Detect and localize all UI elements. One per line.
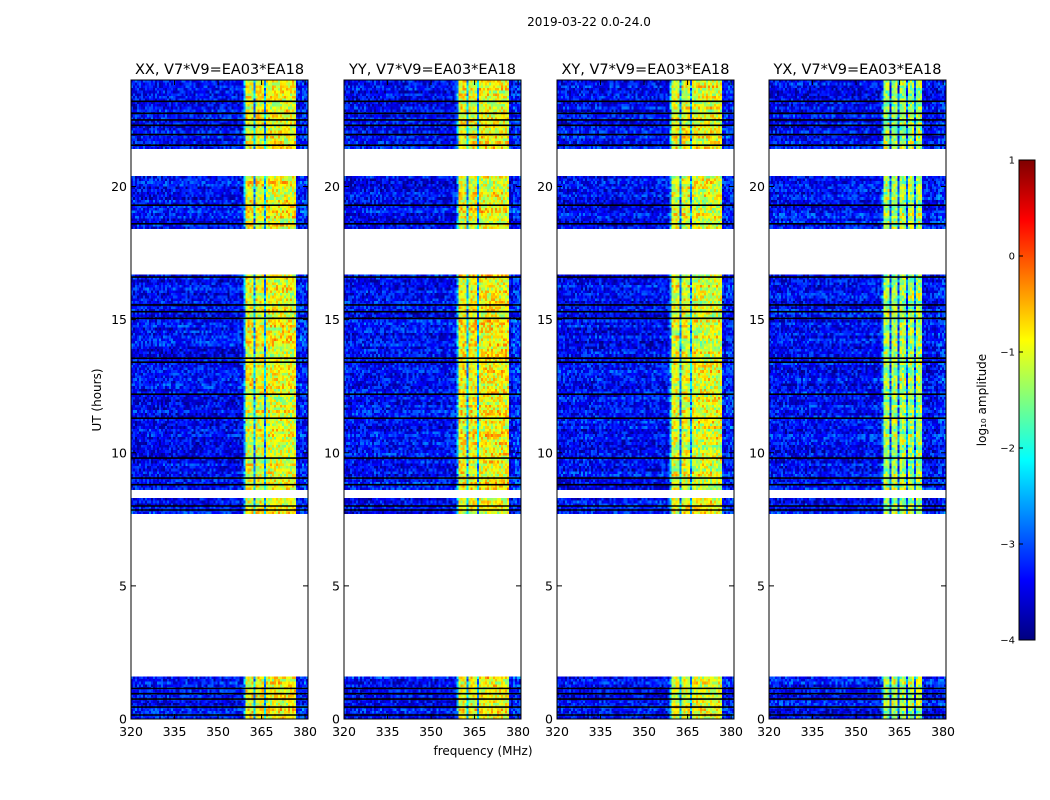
ytick-label-2-4: 20 <box>537 179 553 194</box>
panel-title-2: XY, V7*V9=EA03*EA18 <box>561 62 729 78</box>
ytick-label-0-1: 5 <box>119 578 127 593</box>
xtick-label-0-2: 350 <box>206 724 230 739</box>
ytick-label-0-3: 15 <box>111 312 127 327</box>
y-axis-label: UT (hours) <box>90 368 104 431</box>
panel-title-1: YY, V7*V9=EA03*EA18 <box>348 62 516 78</box>
ytick-label-0-4: 20 <box>111 179 127 194</box>
xtick-label-3-1: 335 <box>801 724 825 739</box>
ytick-label-3-2: 10 <box>749 445 765 460</box>
panel-frame-0 <box>130 79 309 720</box>
panel-title-3: YX, V7*V9=EA03*EA18 <box>772 62 941 78</box>
xtick-label-3-2: 350 <box>844 724 868 739</box>
xtick-label-1-0: 320 <box>332 724 356 739</box>
heatmap-image-1 <box>344 80 521 719</box>
ytick-label-1-2: 10 <box>324 445 340 460</box>
figure-suptitle: 2019-03-22 0.0-24.0 <box>527 15 651 29</box>
ytick-label-3-0: 0 <box>757 712 765 727</box>
heatmap-image-0 <box>131 80 308 719</box>
panels-group: XX, V7*V9=EA03*EA18 320 335 350 365 380 0 5 10 15… <box>111 62 955 739</box>
xtick-label-2-0: 320 <box>545 724 569 739</box>
x-axis-label: frequency (MHz) <box>433 744 532 758</box>
colorbar-label: log₁₀ amplitude <box>975 354 989 446</box>
panel-2: XY, V7*V9=EA03*EA18 320 335 350 365 380 0 5 10 15… <box>537 62 743 739</box>
colorbar-tick-label-0: 1 <box>1009 156 1015 167</box>
ytick-label-1-1: 5 <box>332 578 340 593</box>
xtick-label-1-3: 365 <box>463 724 487 739</box>
panel-0: XX, V7*V9=EA03*EA18 320 335 350 365 380 0 5 10 15… <box>111 62 317 739</box>
ytick-label-1-3: 15 <box>324 312 340 327</box>
xtick-label-2-1: 335 <box>589 724 613 739</box>
xtick-label-3-4: 380 <box>931 724 955 739</box>
heatmap-image-3 <box>769 80 946 719</box>
xtick-label-0-1: 335 <box>163 724 187 739</box>
panel-frame-1 <box>343 79 522 720</box>
panel-3: YX, V7*V9=EA03*EA18 320 335 350 365 380 0 5 10 15… <box>749 62 955 739</box>
xtick-label-1-1: 335 <box>376 724 400 739</box>
panel-frame-3 <box>768 79 947 720</box>
ytick-label-3-3: 15 <box>749 312 765 327</box>
xtick-label-1-4: 380 <box>506 724 530 739</box>
panel-1: YY, V7*V9=EA03*EA18 320 335 350 365 380 0 5 10 15… <box>324 62 530 739</box>
ytick-label-3-4: 20 <box>749 179 765 194</box>
colorbar: log₁₀ amplitude 1 0 −1 −2 −3 −4 <box>975 156 1036 647</box>
xtick-label-0-3: 365 <box>250 724 274 739</box>
ytick-label-2-3: 15 <box>537 312 553 327</box>
panel-title-0: XX, V7*V9=EA03*EA18 <box>135 62 304 78</box>
ytick-label-1-0: 0 <box>332 712 340 727</box>
ytick-label-2-1: 5 <box>545 578 553 593</box>
xtick-label-3-0: 320 <box>757 724 781 739</box>
colorbar-tick-label-3: −2 <box>1000 444 1015 455</box>
ytick-label-0-0: 0 <box>119 712 127 727</box>
xtick-label-0-4: 380 <box>293 724 317 739</box>
xtick-label-3-3: 365 <box>888 724 912 739</box>
ytick-label-0-2: 10 <box>111 445 127 460</box>
xtick-label-2-3: 365 <box>676 724 700 739</box>
colorbar-tick-label-1: 0 <box>1009 252 1015 263</box>
colorbar-tick-label-5: −4 <box>1000 636 1015 647</box>
heatmap-image-2 <box>557 80 734 719</box>
xtick-label-1-2: 350 <box>419 724 443 739</box>
ytick-label-1-4: 20 <box>324 179 340 194</box>
panel-frame-2 <box>556 79 735 720</box>
colorbar-tick-label-4: −3 <box>1000 540 1015 551</box>
xtick-label-2-4: 380 <box>719 724 743 739</box>
ytick-label-2-0: 0 <box>545 712 553 727</box>
colorbar-gradient <box>1018 159 1036 641</box>
colorbar-tick-label-2: −1 <box>1000 348 1015 359</box>
xtick-label-2-2: 350 <box>632 724 656 739</box>
ytick-label-3-1: 5 <box>757 578 765 593</box>
xtick-label-0-0: 320 <box>119 724 143 739</box>
ytick-label-2-2: 10 <box>537 445 553 460</box>
